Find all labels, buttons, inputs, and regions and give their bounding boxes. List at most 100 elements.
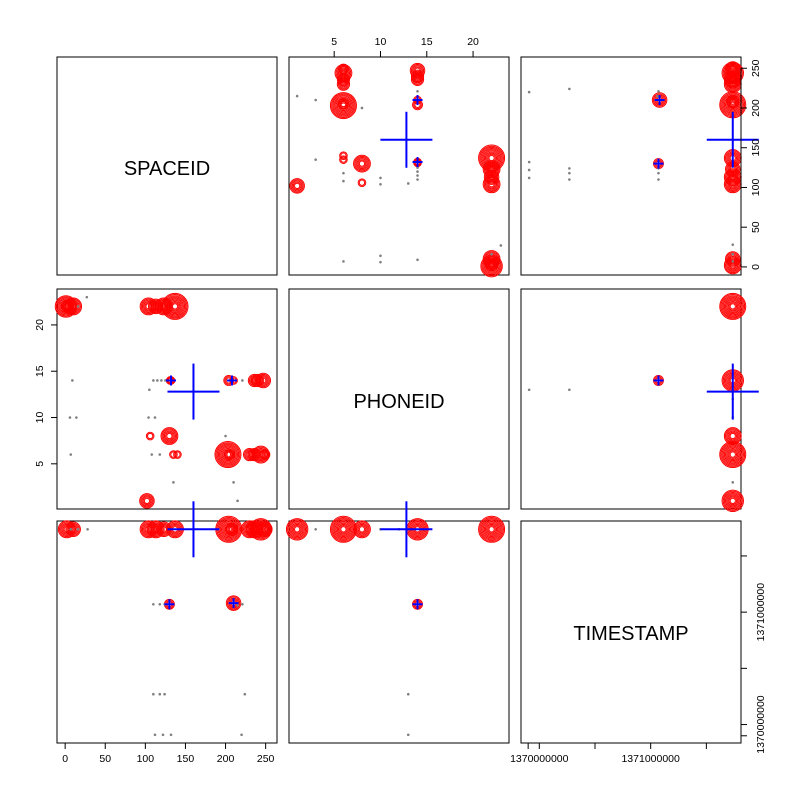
data-point-ring [339, 151, 348, 160]
data-point-single [342, 179, 345, 183]
data-point-single [152, 602, 155, 606]
data-point-ring [334, 520, 353, 539]
data-point-ring [216, 443, 240, 466]
data-point-ring [726, 62, 740, 76]
data-point-ring [339, 64, 348, 74]
data-point-ring [721, 295, 744, 318]
panel-phoneid-diagonal: PHONEID [288, 288, 510, 510]
data-point-single [152, 692, 155, 696]
data-point-single [75, 416, 78, 419]
data-point-ring [256, 450, 266, 459]
tick-label-phoneid: 10 [34, 412, 46, 424]
data-point-ring [163, 295, 187, 318]
data-point-ring [340, 526, 347, 533]
data-point-ring [484, 522, 499, 536]
data-point-ring [720, 294, 746, 319]
data-point-single [416, 258, 419, 262]
data-point-ring [224, 449, 236, 461]
data-point-ring [480, 146, 503, 170]
panel-spaceid-diagonal: SPACEID [56, 56, 278, 276]
data-point-ring [171, 303, 179, 310]
data-point-ring [331, 93, 356, 118]
data-point-ring [652, 93, 667, 107]
data-point-ring [487, 525, 496, 534]
data-point-single [379, 182, 382, 186]
tick-label-spaceid: 0 [750, 264, 762, 270]
data-point-ring [64, 303, 71, 310]
data-point-ring [339, 155, 348, 164]
data-point-ring [337, 523, 349, 535]
data-point-single [241, 602, 244, 606]
data-point-ring [727, 495, 739, 507]
data-point-ring [332, 94, 355, 117]
data-point-single [150, 453, 154, 456]
data-point-ring [293, 526, 301, 533]
data-point-ring [170, 451, 177, 458]
data-point-ring [140, 521, 157, 538]
data-point-ring [141, 495, 153, 507]
data-point-ring [487, 153, 496, 163]
data-point-ring [63, 302, 72, 311]
data-point-ring [335, 97, 352, 114]
data-point-single [568, 178, 571, 181]
data-point-ring [487, 260, 496, 269]
data-point-ring [339, 99, 348, 109]
data-point-ring [483, 251, 500, 267]
tick-label-phoneid: 15 [34, 365, 46, 377]
data-point-ring [729, 497, 736, 505]
data-point-ring [729, 432, 736, 440]
data-point-ring [355, 522, 369, 536]
tick-label-spaceid: 50 [99, 753, 111, 765]
data-point-single [152, 379, 155, 382]
data-point-single [406, 733, 410, 737]
data-point-ring [409, 62, 426, 79]
data-point-ring [334, 96, 353, 115]
data-point-ring [725, 169, 741, 185]
data-point-single [499, 244, 503, 247]
panel-phoneid-vs-timestamp [285, 501, 510, 744]
data-point-single [232, 481, 235, 484]
data-point-ring [722, 296, 743, 317]
panel-frame [56, 56, 278, 276]
data-point-single [76, 528, 80, 531]
data-point-ring [479, 516, 504, 542]
data-point-ring [166, 432, 173, 440]
data-point-single [158, 602, 162, 606]
data-point-ring [725, 65, 741, 81]
data-point-ring [339, 525, 348, 534]
data-point-single [731, 481, 735, 484]
data-point-ring [255, 372, 271, 389]
panel-timestamp-vs-spaceid [520, 56, 759, 276]
data-point-ring [336, 66, 351, 80]
data-point-ring [293, 182, 301, 190]
tick-label-spaceid: 250 [750, 59, 762, 77]
data-point-single [224, 434, 227, 438]
data-point-ring [478, 515, 506, 543]
data-point-single [163, 692, 166, 696]
data-point-ring [168, 299, 182, 314]
data-point-single [527, 160, 531, 164]
data-point-ring [723, 297, 742, 316]
data-point-ring [260, 450, 270, 459]
data-point-ring [720, 442, 746, 467]
data-point-ring [174, 451, 181, 458]
data-point-ring [353, 520, 371, 539]
data-point-single [568, 167, 571, 170]
data-point-ring [725, 61, 741, 77]
data-point-single [236, 604, 239, 607]
data-point-ring [60, 522, 74, 536]
data-point-ring [292, 181, 302, 191]
data-point-single [161, 733, 165, 737]
data-point-single [158, 692, 162, 696]
data-point-ring [62, 300, 74, 312]
data-point-ring [723, 445, 742, 464]
data-point-ring [254, 447, 268, 462]
tick-label-phoneid: 10 [375, 36, 387, 48]
data-point-ring [483, 176, 500, 193]
data-point-single [295, 94, 299, 98]
diag-label-phoneid: PHONEID [353, 391, 444, 413]
data-point-ring [728, 97, 738, 106]
data-point-single [85, 295, 89, 299]
data-point-ring [725, 298, 741, 315]
